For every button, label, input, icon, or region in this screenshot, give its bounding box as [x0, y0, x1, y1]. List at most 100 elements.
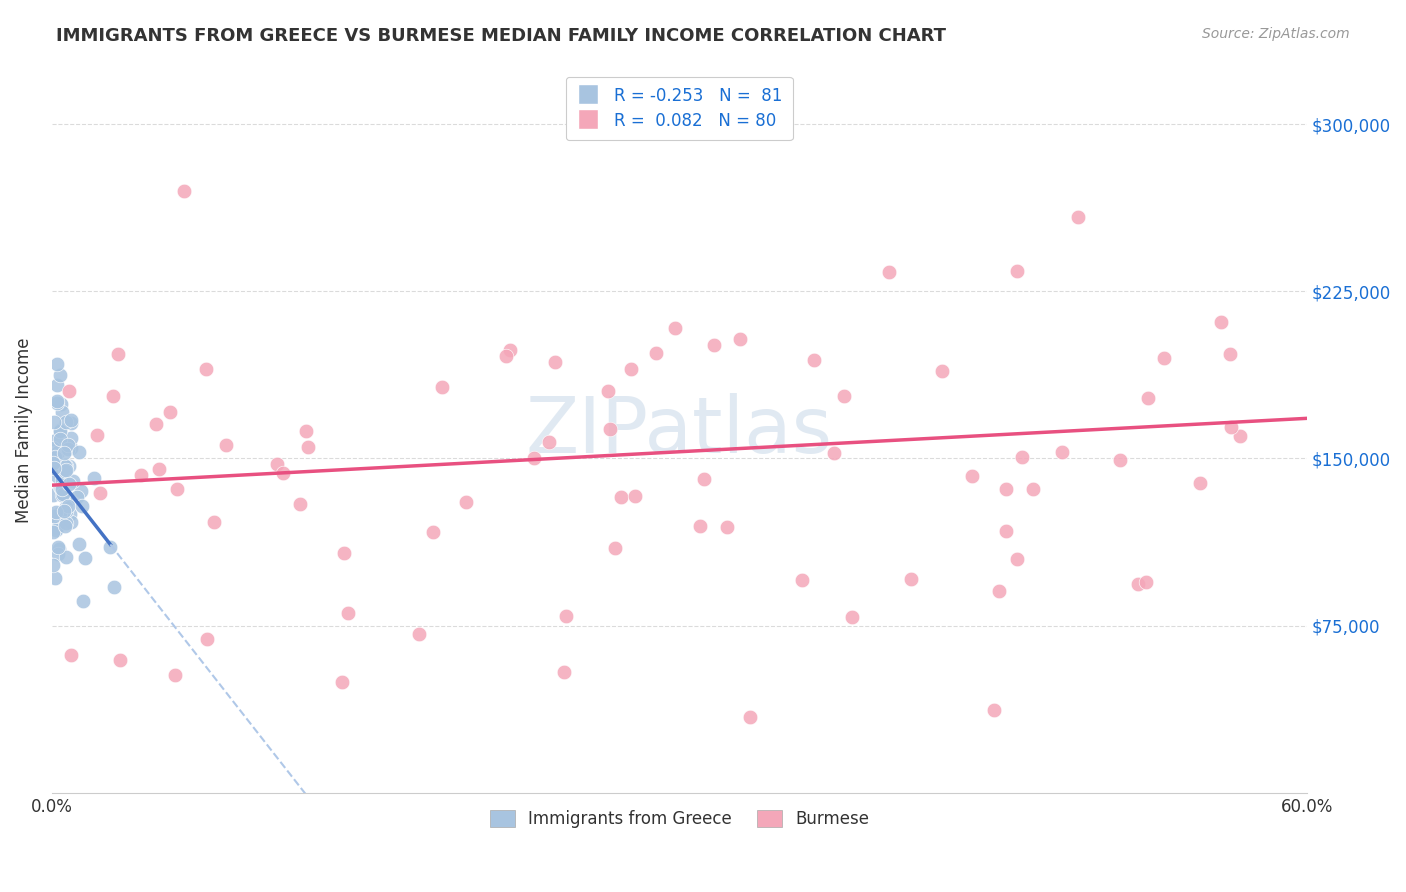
Point	[166, 483, 188, 497]
Point	[45, 505, 67, 519]
Point	[173, 184, 195, 198]
Point	[67, 445, 90, 459]
Point	[103, 389, 125, 403]
Point	[55, 463, 77, 477]
Point	[605, 541, 627, 556]
Point	[1109, 453, 1132, 467]
Point	[1189, 476, 1212, 491]
Point	[148, 462, 170, 476]
Point	[55, 504, 77, 518]
Point	[554, 609, 576, 624]
Point	[59, 412, 82, 426]
Point	[1011, 450, 1033, 464]
Point	[51, 482, 73, 496]
Point	[1022, 482, 1045, 496]
Point	[44, 415, 66, 429]
Point	[86, 427, 108, 442]
Point	[553, 665, 575, 679]
Point	[266, 457, 288, 471]
Point	[644, 346, 666, 360]
Point	[165, 668, 187, 682]
Point	[60, 515, 83, 529]
Point	[42, 488, 65, 502]
Point	[598, 384, 620, 399]
Point	[931, 364, 953, 378]
Point	[56, 499, 79, 513]
Point	[53, 459, 76, 474]
Point	[740, 710, 762, 724]
Point	[42, 508, 65, 523]
Point	[408, 627, 430, 641]
Point	[1136, 391, 1159, 405]
Point	[703, 338, 725, 352]
Point	[103, 580, 125, 594]
Point	[823, 445, 845, 459]
Point	[599, 422, 621, 436]
Point	[46, 469, 69, 483]
Point	[195, 632, 218, 647]
Point	[53, 464, 76, 478]
Point	[495, 349, 517, 363]
Point	[1220, 419, 1243, 434]
Point	[271, 466, 294, 480]
Point	[49, 515, 72, 529]
Point	[58, 477, 80, 491]
Point	[49, 423, 72, 437]
Point	[52, 504, 75, 518]
Point	[70, 483, 93, 498]
Point	[83, 471, 105, 485]
Point	[42, 456, 65, 470]
Point	[53, 446, 76, 460]
Point	[1005, 264, 1028, 278]
Point	[55, 458, 77, 473]
Point	[55, 415, 77, 429]
Point	[879, 265, 901, 279]
Point	[610, 490, 633, 504]
Point	[107, 346, 129, 360]
Point	[1219, 347, 1241, 361]
Point	[51, 483, 73, 497]
Point	[537, 434, 560, 449]
Point	[46, 461, 69, 475]
Point	[62, 474, 84, 488]
Point	[960, 469, 983, 483]
Point	[55, 500, 77, 515]
Point	[51, 405, 73, 419]
Point	[51, 488, 73, 502]
Point	[1126, 576, 1149, 591]
Point	[52, 487, 75, 501]
Point	[58, 384, 80, 398]
Point	[716, 519, 738, 533]
Point	[294, 425, 316, 439]
Point	[983, 702, 1005, 716]
Point	[159, 405, 181, 419]
Point	[730, 332, 752, 346]
Point	[430, 380, 453, 394]
Point	[900, 572, 922, 586]
Point	[1229, 429, 1251, 443]
Point	[110, 653, 132, 667]
Point	[66, 490, 89, 504]
Point	[620, 362, 643, 376]
Point	[297, 440, 319, 454]
Point	[987, 583, 1010, 598]
Point	[58, 491, 80, 506]
Point	[73, 550, 96, 565]
Point	[51, 397, 73, 411]
Point	[72, 499, 94, 513]
Point	[59, 648, 82, 662]
Point	[145, 417, 167, 431]
Text: ZIPatlas: ZIPatlas	[526, 392, 832, 468]
Point	[624, 489, 647, 503]
Point	[59, 507, 82, 521]
Point	[692, 472, 714, 486]
Point	[48, 506, 70, 520]
Point	[995, 482, 1018, 496]
Point	[1153, 351, 1175, 365]
Point	[69, 537, 91, 551]
Point	[59, 441, 82, 455]
Point	[46, 547, 69, 561]
Point	[48, 510, 70, 524]
Point	[1211, 316, 1233, 330]
Point	[45, 520, 67, 534]
